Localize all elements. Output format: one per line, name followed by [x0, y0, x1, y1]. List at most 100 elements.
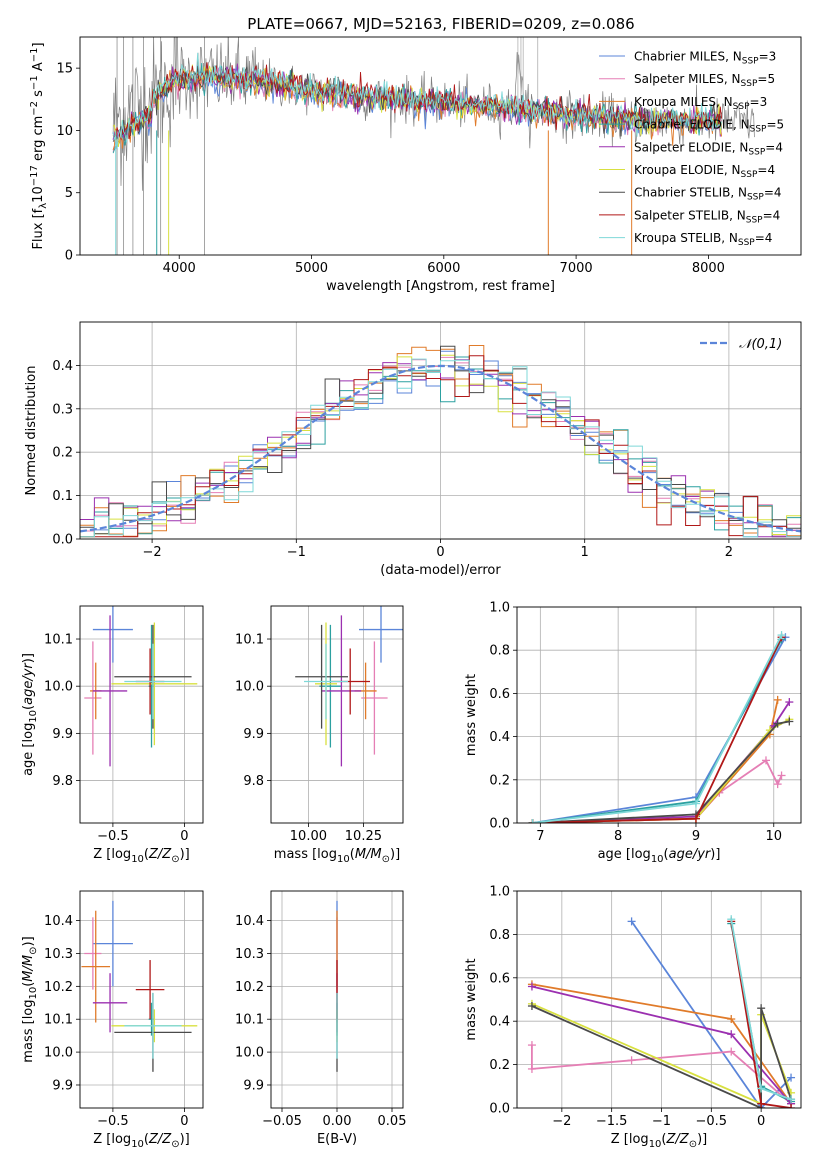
marker-salpeter-miles — [727, 1047, 736, 1056]
x-tick-label: 8000 — [692, 261, 725, 276]
y-axis-label: mass weight — [464, 674, 479, 756]
marker-salpeter-miles — [527, 1064, 536, 1073]
y-tick-label: 0.6 — [489, 971, 510, 986]
marker-chabrier-stelib — [785, 717, 794, 726]
x-axis-label: E(B-V) — [317, 1132, 357, 1147]
marker-kroupa-stelib — [787, 1095, 796, 1104]
error-bar-salpeter-miles — [84, 641, 102, 755]
y-tick-label: 0 — [65, 249, 73, 264]
plot-background — [80, 606, 203, 823]
y-tick-label: 0.3 — [52, 402, 73, 417]
marker-kroupa-stelib — [757, 1084, 766, 1093]
x-tick-label: 0 — [757, 1114, 765, 1129]
axes-frame — [270, 890, 404, 1109]
error-bar-salpeter-stelib — [135, 960, 165, 1020]
x-axis-label: Z [log10(Z/Z⊙)] — [611, 1132, 708, 1150]
mass-vs-extinction-panel: −0.05 0.00 0.05 9.9 10.0 10.1 10.2 10.3 10.4 E(B-… — [235, 890, 407, 1147]
marker-chabrier-miles — [627, 917, 636, 926]
mass-weight-vs-age-panel: 7 8 9 10 0.0 0.2 0.4 0.6 0.8 1.0 age [log10(age/yr… — [464, 601, 802, 865]
x-axis-label: Z [log10(Z/Z⊙)] — [93, 847, 190, 865]
error-bar-chabrier-miles — [359, 606, 403, 663]
axes-frame — [79, 890, 204, 1109]
residual-histogram-kroupa-stelib — [80, 358, 801, 538]
y-tick-label: 9.9 — [52, 727, 73, 742]
axes-frame — [79, 36, 802, 256]
x-tick-label: 10 — [765, 829, 782, 844]
y-tick-label: 0.4 — [489, 1015, 510, 1030]
legend-entry-salpeter-stelib: Salpeter STELIB, NSSP=4 — [634, 208, 780, 225]
model-spectrum-kroupa-stelib — [112, 52, 723, 149]
marker-chabrier-miles — [787, 1073, 796, 1082]
legend-entry-chabrier-miles: Chabrier MILES, NSSP=3 — [634, 50, 776, 67]
y-tick-label: 0.0 — [489, 1102, 510, 1117]
marker-salpeter-miles — [527, 1041, 536, 1050]
x-tick-label: −0.05 — [262, 1114, 302, 1129]
age-vs-metallicity-panel: −0.5 0 9.8 9.9 10.0 10.1 Z [log10(Z/Z⊙)] age [l… — [21, 605, 204, 865]
x-axis-label: mass [log10(M/M⊙)] — [274, 847, 400, 865]
x-tick-label: 0.05 — [378, 1114, 407, 1129]
x-tick-label: 5000 — [295, 261, 328, 276]
marker-kroupa-stelib — [691, 799, 700, 808]
y-tick-label: 0.2 — [52, 446, 73, 461]
y-tick-label: 9.9 — [243, 1078, 264, 1093]
y-tick-label: 10.2 — [235, 980, 264, 995]
x-tick-label: −1 — [287, 545, 306, 560]
y-tick-label: 10.1 — [235, 1013, 264, 1028]
axes-frame — [516, 890, 802, 1109]
x-axis-label: Z [log10(Z/Z⊙)] — [93, 1132, 190, 1150]
x-tick-label: −2 — [552, 1114, 571, 1129]
plot-background — [271, 606, 403, 823]
x-tick-label: 8 — [614, 829, 622, 844]
x-tick-label: −0.5 — [97, 829, 129, 844]
x-tick-label: 0 — [180, 829, 188, 844]
marker-salpeter-stelib — [787, 1104, 796, 1108]
y-tick-label: 10.0 — [44, 680, 73, 695]
error-bar-kroupa-stelib — [124, 992, 182, 1059]
y-tick-label: 0.4 — [489, 730, 510, 745]
x-tick-label: 1 — [581, 545, 589, 560]
y-tick-label: 10.0 — [235, 680, 264, 695]
mass-weight-line-chabrier-stelib — [531, 1005, 792, 1108]
y-tick-label: 0.0 — [489, 817, 510, 832]
y-tick-label: 10.1 — [235, 633, 264, 648]
y-axis-label: age [log10(age/yr)] — [21, 653, 39, 776]
plot-area — [112, 37, 755, 255]
normal-reference-curve — [80, 364, 801, 533]
y-tick-label: 9.8 — [52, 774, 73, 789]
marker-chabrier-stelib — [773, 719, 782, 728]
x-tick-label: 4000 — [163, 261, 196, 276]
y-tick-label: 0.8 — [489, 644, 510, 659]
legend: 𝒩(0,1) — [700, 337, 782, 352]
marker-salpeter-elodie — [727, 1030, 736, 1039]
error-bar-salpeter-miles — [84, 917, 102, 990]
plot-background — [80, 891, 203, 1108]
x-tick-label: 2 — [725, 545, 733, 560]
marker-salpeter-stelib — [691, 814, 700, 823]
marker-kroupa-miles — [727, 1015, 736, 1024]
y-tick-label: 10.4 — [235, 914, 264, 929]
y-tick-label: 10.4 — [44, 914, 73, 929]
plot-area — [80, 345, 801, 538]
x-axis-label: (data-model)/error — [380, 563, 501, 578]
marker-salpeter-elodie — [527, 982, 536, 991]
y-axis-label: mass [log10(M/M⊙)] — [21, 936, 39, 1062]
x-tick-label: −0.5 — [696, 1114, 728, 1129]
legend: Chabrier MILES, NSSP=3 Salpeter MILES, NS… — [599, 50, 784, 248]
x-tick-label: 0.00 — [323, 1114, 352, 1129]
marker-salpeter-miles — [773, 780, 782, 789]
x-tick-label: 10.25 — [345, 829, 382, 844]
axes-frame — [270, 605, 404, 824]
age-vs-mass-panel: 10.00 10.25 9.8 9.9 10.0 10.1 mass [log10(M/M⊙… — [235, 605, 404, 865]
y-tick-label: 10 — [56, 124, 73, 139]
legend-entry-salpeter-miles: Salpeter MILES, NSSP=5 — [634, 72, 775, 89]
y-tick-label: 0.2 — [489, 773, 510, 788]
legend-entry-kroupa-miles: Kroupa MILES, NSSP=3 — [634, 95, 767, 112]
residual-histogram-panel: −2 −1 0 1 2 0.0 0.1 0.2 0.3 0.4 (data-model)/error… — [24, 321, 802, 578]
y-tick-label: 0.4 — [52, 359, 73, 374]
plot-area — [527, 915, 796, 1108]
y-tick-label: 10.0 — [235, 1046, 264, 1061]
y-tick-label: 1.0 — [489, 601, 510, 616]
plot-area — [84, 606, 198, 767]
marker-salpeter-miles — [761, 756, 770, 765]
